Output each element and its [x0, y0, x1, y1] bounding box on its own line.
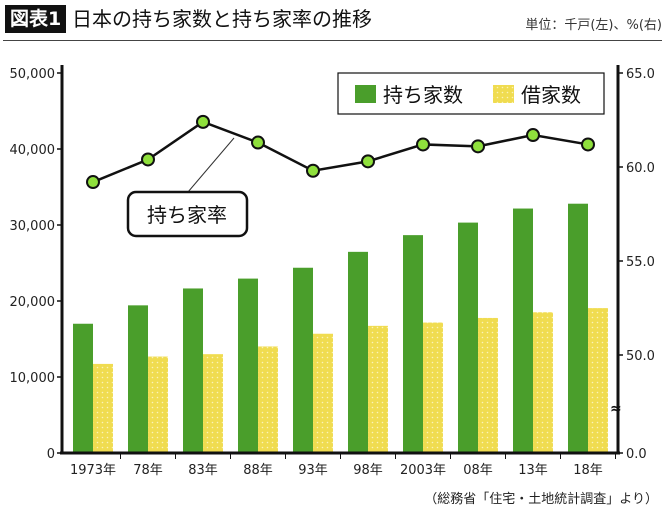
annotation-box	[126, 190, 249, 238]
bar-rented	[588, 308, 608, 453]
left-tick-label: 0	[47, 447, 55, 462]
x-tick-label: 08年	[463, 463, 493, 478]
x-tick-label: 93年	[298, 463, 328, 478]
x-tick-label: 78年	[133, 463, 163, 478]
bar-rented	[258, 346, 278, 453]
bar-owned	[73, 323, 93, 453]
figure-badge: 図表1	[5, 5, 67, 33]
bar-owned	[293, 267, 313, 453]
legend-swatch-owned	[355, 85, 376, 103]
x-tick-label: 83年	[188, 463, 218, 478]
left-tick-label: 40,000	[10, 143, 56, 158]
x-tick-label: 1973年	[70, 463, 116, 478]
rate-point	[361, 154, 375, 169]
bar-rented	[478, 317, 498, 453]
bar-rented	[313, 333, 333, 453]
rate-point	[251, 135, 265, 150]
annotation-pointer	[187, 137, 235, 193]
bar-owned	[568, 203, 588, 453]
left-tick-label: 50,000	[10, 67, 56, 82]
right-tick-label: 55.0	[626, 255, 655, 270]
bar-owned	[348, 251, 368, 453]
unit-label: 単位：千戸(左)、%(右)	[525, 18, 662, 33]
x-tick-label: 18年	[573, 463, 603, 478]
annotation-label: 持ち家率	[147, 203, 227, 227]
left-tick-label: 10,000	[10, 371, 56, 386]
bar-owned	[458, 222, 478, 453]
x-tick-label: 88年	[243, 463, 273, 478]
rate-point	[86, 175, 100, 190]
x-tick-label: 98年	[353, 463, 383, 478]
rate-point	[306, 163, 320, 178]
bar-owned	[513, 208, 533, 453]
x-tick-label: 13年	[518, 463, 548, 478]
rate-point	[526, 128, 540, 143]
bar-rented	[93, 363, 113, 453]
bar-rented	[148, 356, 168, 453]
bar-owned	[238, 278, 258, 453]
legend-swatch-rented	[493, 85, 514, 103]
left-tick-label: 30,000	[10, 219, 56, 234]
rate-point	[141, 152, 155, 167]
legend-label-owned: 持ち家数	[383, 83, 463, 107]
rate-point	[471, 139, 485, 154]
x-tick-label: 2003年	[400, 463, 446, 478]
right-tick-label: 65.0	[626, 67, 655, 82]
bar-owned	[403, 235, 423, 453]
rate-point	[416, 137, 430, 152]
source-note: （総務省「住宅・土地統計調査」より）	[424, 492, 658, 507]
bar-rented	[368, 325, 388, 453]
rate-line	[92, 120, 589, 184]
legend-label-rented: 借家数	[521, 83, 581, 107]
rate-point	[196, 114, 210, 129]
bar-owned	[183, 288, 203, 453]
left-tick-label: 20,000	[10, 295, 56, 310]
chart-title: 日本の持ち家数と持ち家率の推移	[72, 7, 372, 31]
title-rule	[3, 40, 662, 41]
right-tick-label: 60.0	[626, 161, 655, 176]
right-tick-label: 0.0	[626, 447, 647, 462]
bar-rented	[203, 354, 223, 453]
rate-point	[581, 137, 595, 152]
right-tick-label: 50.0	[626, 349, 655, 364]
bar-owned	[128, 305, 148, 453]
bar-rented	[533, 312, 553, 453]
axis-break-icon: ≈	[610, 401, 622, 417]
legend-box	[337, 72, 605, 115]
bar-rented	[423, 322, 443, 453]
